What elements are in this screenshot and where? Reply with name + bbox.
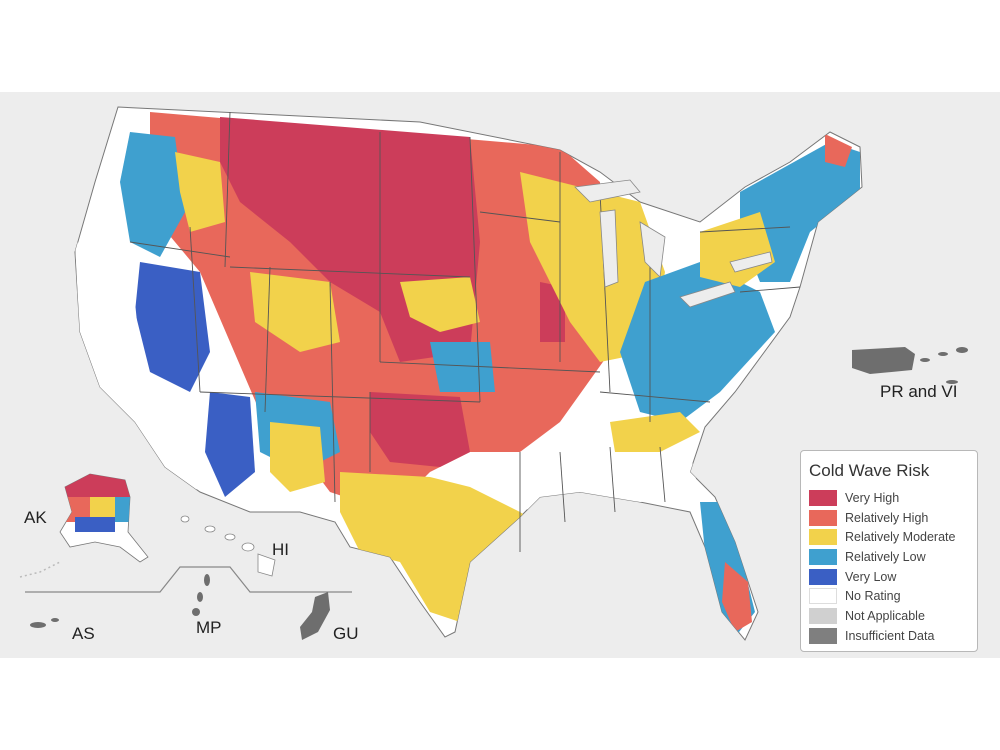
legend-swatch [809, 627, 837, 644]
region-no-rating-west [75, 242, 210, 492]
region-moderate-southwest [270, 422, 325, 492]
label-mp: MP [196, 618, 222, 637]
legend-label: Relatively High [845, 510, 929, 525]
legend-item-very-high[interactable]: Very High [809, 488, 969, 508]
territory-separator [25, 566, 352, 593]
legend-item-relatively-low[interactable]: Relatively Low [809, 547, 969, 567]
region-moderate-tennessee [610, 412, 700, 452]
puerto-rico-vi-map[interactable] [852, 347, 968, 384]
legend-swatch [809, 548, 837, 565]
risk-regions [75, 112, 860, 637]
region-low-appalachia [620, 262, 775, 422]
label-ak: AK [24, 508, 47, 527]
legend-item-relatively-high[interactable]: Relatively High [809, 508, 969, 528]
legend: Cold Wave Risk Very High Relatively High… [800, 450, 978, 652]
legend-item-relatively-moderate[interactable]: Relatively Moderate [809, 527, 969, 547]
conus-map[interactable] [74, 106, 863, 641]
legend-title: Cold Wave Risk [809, 461, 930, 480]
legend-label: Relatively Low [845, 549, 926, 564]
legend-label: Insufficient Data [845, 628, 935, 643]
legend-swatch [809, 509, 837, 526]
american-samoa-map[interactable] [30, 618, 59, 628]
legend-item-no-rating[interactable]: No Rating [809, 586, 969, 606]
aleutian-islands [19, 561, 61, 578]
legend-swatch [809, 568, 837, 585]
legend-swatch [809, 607, 837, 624]
label-hi: HI [272, 540, 289, 559]
legend-swatch [809, 529, 837, 546]
legend-item-not-applicable[interactable]: Not Applicable [809, 606, 969, 626]
state-borders [129, 111, 801, 552]
label-pr-vi: PR and VI [880, 382, 958, 401]
legend-label: Very Low [845, 569, 897, 584]
guam-map[interactable] [300, 592, 330, 640]
label-as: AS [72, 624, 95, 643]
mariana-islands-map[interactable] [192, 574, 210, 616]
region-moderate-kansas [400, 277, 480, 332]
alaska-very-low [75, 517, 115, 532]
legend-label: Relatively Moderate [845, 530, 956, 545]
legend-item-insufficient-data[interactable]: Insufficient Data [809, 626, 969, 646]
legend-label: Not Applicable [845, 608, 925, 623]
hawaii-map[interactable] [180, 515, 276, 577]
legend-swatch [809, 489, 837, 506]
region-moderate-pacific-nw [175, 152, 225, 232]
great-lakes [574, 179, 773, 308]
label-gu: GU [333, 624, 359, 643]
legend-swatch [809, 588, 837, 605]
region-high-florida [722, 562, 752, 632]
region-very-low-arizona [205, 392, 255, 497]
legend-label: No Rating [845, 589, 901, 604]
region-moderate-midwest [520, 172, 665, 362]
region-very-low-nevada [135, 262, 210, 392]
alaska-very-high [60, 474, 135, 497]
legend-label: Very High [845, 490, 900, 505]
region-moderate-texas [340, 472, 550, 622]
region-moderate-west [250, 272, 340, 352]
legend-item-very-low[interactable]: Very Low [809, 567, 969, 587]
alaska-low [115, 497, 135, 522]
region-very-high-south [370, 392, 470, 467]
map-frame: AK HI AS MP GU PR and VI [0, 92, 1000, 658]
region-high-maine [825, 134, 852, 167]
region-low-pacific-nw [120, 132, 185, 257]
us-map[interactable] [0, 92, 1000, 658]
alaska-map[interactable] [19, 472, 149, 578]
